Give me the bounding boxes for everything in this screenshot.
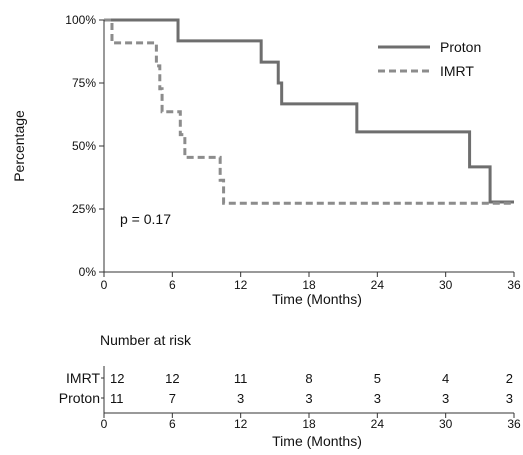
risk-value: 2 [506, 371, 513, 386]
risk-row-label-proton: Proton [59, 390, 100, 406]
legend-label-imrt: IMRT [440, 63, 474, 79]
x-tick-label: 30 [439, 278, 453, 292]
risk-value: 11 [234, 371, 248, 386]
risk-value: 4 [442, 371, 449, 386]
y-tick-label: 25% [72, 202, 96, 216]
risk-value: 5 [374, 371, 381, 386]
risk-x-axis-ticks: 0 6 12 18 24 30 36 [101, 413, 521, 431]
y-tick-label: 50% [72, 139, 96, 153]
risk-value: 11 [110, 391, 124, 406]
x-tick-label: 24 [371, 278, 385, 292]
risk-value: 12 [110, 371, 124, 386]
risk-x-tick-label: 12 [234, 417, 248, 431]
y-tick-label: 100% [65, 13, 96, 27]
x-axis-title: Time (Months) [272, 291, 362, 307]
main-plot: 0%25%50%75%100% 0 6 12 18 24 30 36 Percentage … [11, 13, 521, 307]
risk-x-tick-label: 6 [169, 417, 176, 431]
risk-value: 8 [305, 371, 312, 386]
p-value-annotation: p = 0.17 [120, 211, 171, 227]
x-tick-label: 12 [234, 278, 248, 292]
y-tick-label: 75% [72, 76, 96, 90]
risk-table: Number at risk IMRT 12 12 11 8 5 4 2 Proton 11 7 3 3… [59, 332, 521, 449]
legend: Proton IMRT [378, 39, 481, 79]
risk-value: 3 [374, 391, 381, 406]
y-tick-label: 0% [79, 265, 97, 279]
risk-value: 3 [305, 391, 312, 406]
risk-value: 3 [442, 391, 449, 406]
x-axis-ticks: 0 6 12 18 24 30 36 [101, 272, 521, 292]
risk-value: 12 [165, 371, 179, 386]
risk-value: 3 [237, 391, 244, 406]
risk-x-axis-title: Time (Months) [272, 433, 362, 449]
risk-x-tick-label: 18 [302, 417, 316, 431]
risk-value: 3 [506, 391, 513, 406]
y-axis-title: Percentage [11, 110, 27, 182]
risk-row-label-imrt: IMRT [66, 370, 100, 386]
x-tick-label: 6 [169, 278, 176, 292]
y-axis-ticks: 0% 25% 50% 75% 100% [65, 13, 104, 279]
x-tick-label: 18 [302, 278, 316, 292]
x-tick-label: 0 [101, 278, 108, 292]
risk-value: 7 [169, 391, 176, 406]
risk-x-tick-label: 0 [101, 417, 108, 431]
risk-table-rows: IMRT 12 12 11 8 5 4 2 Proton 11 7 3 3 3 3 3 [59, 370, 513, 406]
risk-x-tick-label: 24 [371, 417, 385, 431]
risk-table-title: Number at risk [100, 332, 192, 348]
legend-label-proton: Proton [440, 39, 481, 55]
risk-x-tick-label: 36 [507, 417, 521, 431]
x-tick-label: 36 [507, 278, 521, 292]
risk-x-tick-label: 30 [439, 417, 453, 431]
